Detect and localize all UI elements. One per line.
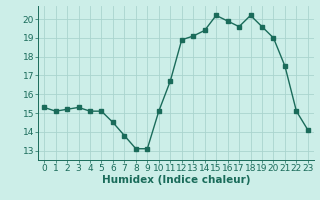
X-axis label: Humidex (Indice chaleur): Humidex (Indice chaleur) xyxy=(102,175,250,185)
